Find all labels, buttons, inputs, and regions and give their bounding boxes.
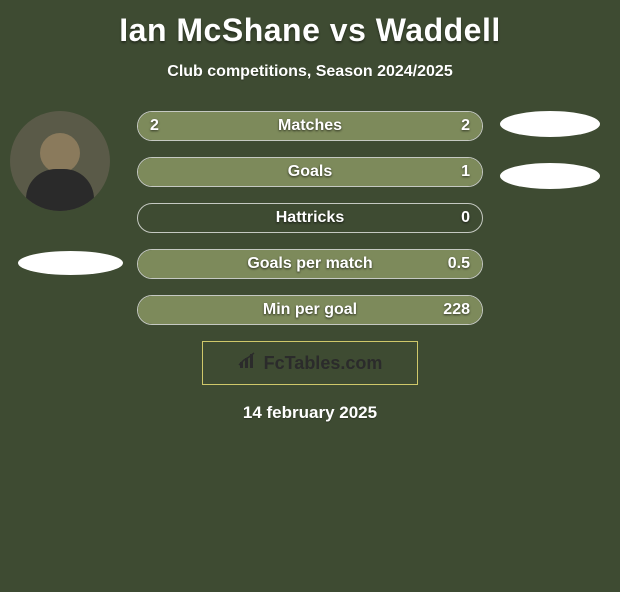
table-row: 2 Matches 2 (137, 111, 483, 141)
player-right-name-pill-2 (500, 163, 600, 189)
table-row: Goals per match 0.5 (137, 249, 483, 279)
table-row: Goals 1 (137, 157, 483, 187)
comparison-title: Ian McShane vs Waddell (0, 12, 620, 49)
player-left-avatar (10, 111, 110, 211)
stat-right-value: 0 (461, 209, 470, 227)
stat-label: Hattricks (276, 209, 344, 227)
comparison-subtitle: Club competitions, Season 2024/2025 (0, 63, 620, 81)
stat-right-value: 228 (443, 301, 470, 319)
table-row: Min per goal 228 (137, 295, 483, 325)
comparison-body: 2 Matches 2 Goals 1 Hattricks 0 Goals pe… (0, 111, 620, 423)
stat-label: Min per goal (263, 301, 357, 319)
stat-right-value: 1 (461, 163, 470, 181)
stat-label: Matches (278, 117, 342, 135)
player-left-name-pill (18, 251, 123, 275)
brand-text: FcTables.com (264, 353, 383, 374)
stat-left-value: 2 (150, 117, 159, 135)
stat-label: Goals (288, 163, 332, 181)
stat-label: Goals per match (247, 255, 372, 273)
brand-watermark: FcTables.com (202, 341, 418, 385)
stats-table: 2 Matches 2 Goals 1 Hattricks 0 Goals pe… (137, 111, 483, 325)
bar-chart-icon (238, 352, 260, 375)
table-row: Hattricks 0 (137, 203, 483, 233)
player-right-name-pill-1 (500, 111, 600, 137)
snapshot-date: 14 february 2025 (0, 403, 620, 423)
stat-right-value: 0.5 (448, 255, 470, 273)
stat-right-value: 2 (461, 117, 470, 135)
